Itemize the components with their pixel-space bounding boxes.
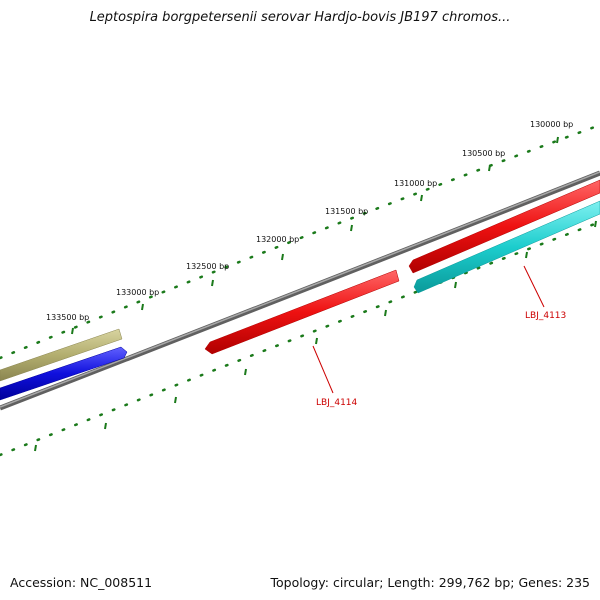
inner-tick-ring xyxy=(0,220,600,457)
genome-stats-text: Topology: circular; Length: 299,762 bp; … xyxy=(270,575,591,590)
gene-lbj-4114 xyxy=(204,269,400,355)
scale-label-132000: 132000 bp xyxy=(256,235,299,244)
inner-major-ticks xyxy=(34,220,597,452)
accession-text: Accession: NC_008511 xyxy=(10,575,153,590)
outer-major-ticks xyxy=(71,136,559,335)
gene-blue xyxy=(0,346,128,401)
gene-label-lbj-4114: LBJ_4114 xyxy=(316,398,358,408)
map-title: Leptospira borgpetersenii serovar Hardjo… xyxy=(89,10,511,25)
scale-label-132500: 132500 bp xyxy=(186,262,229,271)
chromosome-backbone xyxy=(0,170,600,411)
outer-tick-ring xyxy=(0,123,600,360)
scale-label-130500: 130500 bp xyxy=(462,149,505,158)
gene-label-lbj-4113: LBJ_4113 xyxy=(525,311,566,321)
scale-label-131500: 131500 bp xyxy=(325,207,368,216)
scale-label-133000: 133000 bp xyxy=(116,288,159,297)
label-line-lbj-4114 xyxy=(312,345,334,394)
gene-olive xyxy=(0,328,123,382)
gene-lbj-4113-forward xyxy=(408,179,600,274)
gene-cyan xyxy=(413,200,600,294)
scale-label-131000: 131000 bp xyxy=(394,179,437,188)
scale-label-130000: 130000 bp xyxy=(530,120,573,129)
label-line-lbj-4113 xyxy=(523,265,545,308)
scale-label-133500: 133500 bp xyxy=(46,313,89,322)
